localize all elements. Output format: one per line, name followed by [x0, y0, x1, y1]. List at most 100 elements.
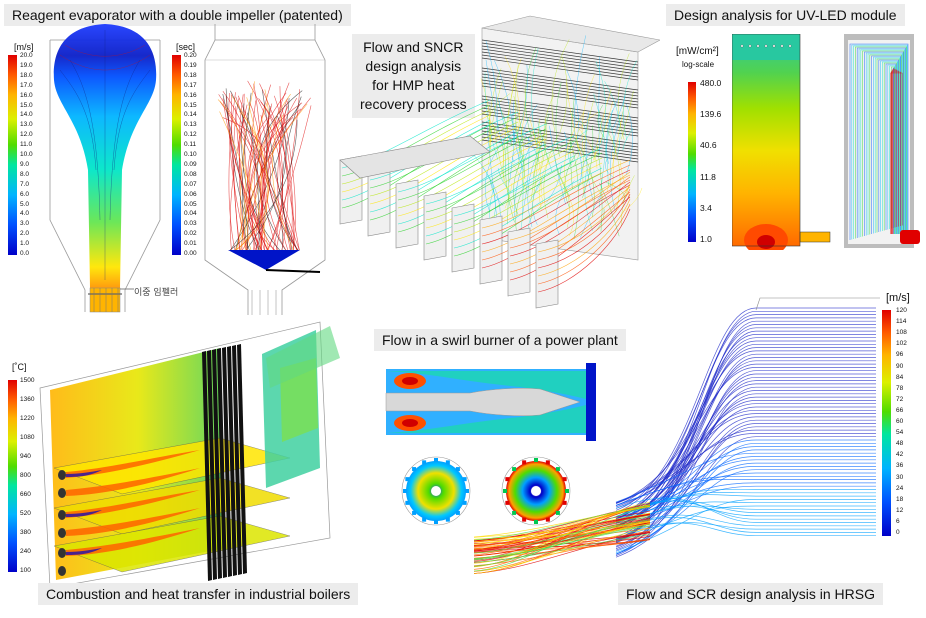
duct-segment [367, 167, 391, 237]
duct-streamline [425, 140, 575, 213]
uv-streamline [855, 46, 907, 239]
particle-track [259, 83, 293, 251]
flow-streamline [509, 121, 517, 183]
particle-track [277, 101, 289, 251]
scale-tick-label: 78 [896, 384, 904, 392]
tube-bank-line [481, 107, 639, 131]
duct-streamline [537, 183, 631, 253]
flow-streamline [505, 145, 515, 223]
scale-tick-label: 0.04 [184, 210, 197, 218]
scale-tick-label: 2.0 [20, 230, 30, 238]
tube-bank-line [481, 98, 639, 122]
particle-track [261, 89, 293, 251]
scale-tick-label: 12.0 [20, 131, 33, 139]
swirl-panel: Flow in a swirl burner of a power plant [370, 325, 626, 526]
duct-streamline [481, 159, 631, 229]
particle-track [256, 116, 270, 251]
duct-segment [423, 191, 447, 261]
hrsg-streamline [615, 337, 876, 522]
swirl-vane [545, 460, 550, 465]
flow-streamline [531, 48, 539, 146]
duct-streamline [453, 147, 603, 217]
particle-track [235, 97, 262, 251]
swirl-vane [455, 510, 460, 515]
tube-bank-line [481, 139, 639, 163]
uv-streamline [874, 57, 900, 234]
duct-streamline [509, 181, 631, 257]
scale-tick-label: 0.06 [184, 190, 197, 198]
particle-track [260, 82, 290, 251]
uv-streamline [876, 58, 900, 234]
scale-tick-label: 0.08 [184, 170, 197, 178]
scale-tick-label: 0.0 [20, 250, 30, 257]
boiler-drawing [39, 321, 340, 588]
uvled-panel: Design analysis for UV-LED module [mW/cm… [660, 0, 926, 318]
particle-track [247, 80, 283, 251]
particle-track [274, 95, 294, 251]
tube-bank-panel [217, 348, 227, 578]
duct-streamline [453, 157, 603, 233]
boiler-caption: Combustion and heat transfer in industri… [38, 583, 359, 605]
flow-streamline [598, 110, 613, 208]
hrsg-streamline [615, 499, 876, 554]
hrsg-streamline [615, 386, 876, 556]
irradiance-colorbar [688, 82, 696, 242]
duct-streamline [397, 123, 547, 193]
uv-streamline [860, 49, 905, 237]
duct-streamline [537, 208, 631, 293]
sncr-caption: Flow and SNCR design analysis for HMP he… [352, 34, 475, 118]
duct-streamline [481, 174, 631, 253]
scale-tick-label: 0.09 [184, 160, 197, 168]
tube-bank-line [481, 101, 639, 125]
hrsg-streamline [615, 446, 876, 524]
velocity-large-colorbar [882, 310, 891, 536]
scale-tick-label: 0.17 [184, 81, 197, 89]
scale-tick-label: 0.10 [184, 151, 197, 158]
particle-track [247, 103, 308, 251]
flow-streamline [559, 56, 568, 134]
scale-tick-label: 940 [20, 453, 31, 460]
particle-track [247, 112, 260, 251]
flow-streamline [504, 56, 520, 152]
particle-track [217, 99, 246, 251]
duct-streamline [509, 196, 631, 281]
scale-tick-label: 0.18 [184, 71, 197, 79]
hrsg-inlet-streamline [473, 520, 651, 551]
flow-streamline [604, 81, 621, 156]
hrsg-streamline [615, 522, 876, 540]
flow-streamline [596, 208, 605, 231]
scale-tick-label: 18 [896, 495, 904, 503]
scale-tick-label: 72 [896, 395, 904, 403]
swirl-vane [562, 477, 567, 482]
scale-tick-label: 12 [896, 506, 904, 514]
scale-tick-label: 16.0 [20, 91, 33, 99]
hrsg-streamline [615, 505, 876, 521]
uv-streamline [890, 72, 903, 234]
swirl-vane [562, 500, 567, 505]
swirl-vane [545, 517, 550, 522]
time-colorbar [172, 55, 181, 255]
scale-tick-label: 60 [896, 418, 904, 425]
swirl-vane [522, 517, 527, 522]
temperature-scale-title: [˚C] [12, 362, 27, 372]
tube-bank-panel [207, 350, 217, 580]
flow-streamline [512, 101, 524, 172]
uv-streamline [862, 50, 905, 237]
uv-streamline [891, 70, 899, 234]
particle-track [249, 102, 262, 251]
hrsg-inlet-streamline [473, 516, 651, 567]
hrsg-panel: [m/s] 120 114 108 102 96 90 84 78 72 66 60 54 48 42 36… [470, 290, 926, 618]
scale-tick-label: 42 [896, 451, 904, 459]
scale-tick-label: 40.6 [700, 140, 717, 151]
scale-tick-label: 4.0 [20, 210, 30, 218]
hrsg-streamline [615, 419, 876, 547]
tube-bank-line [481, 39, 639, 63]
hrsg-streamline [615, 517, 876, 533]
scale-tick-label: 15.0 [20, 101, 33, 109]
tube-bank-panel [212, 349, 222, 579]
tube-bank-line [481, 54, 639, 78]
particle-track [263, 103, 286, 251]
scale-tick-label: 13.0 [20, 121, 33, 129]
duct-streamline [509, 176, 631, 249]
swirl-vane [555, 467, 560, 472]
